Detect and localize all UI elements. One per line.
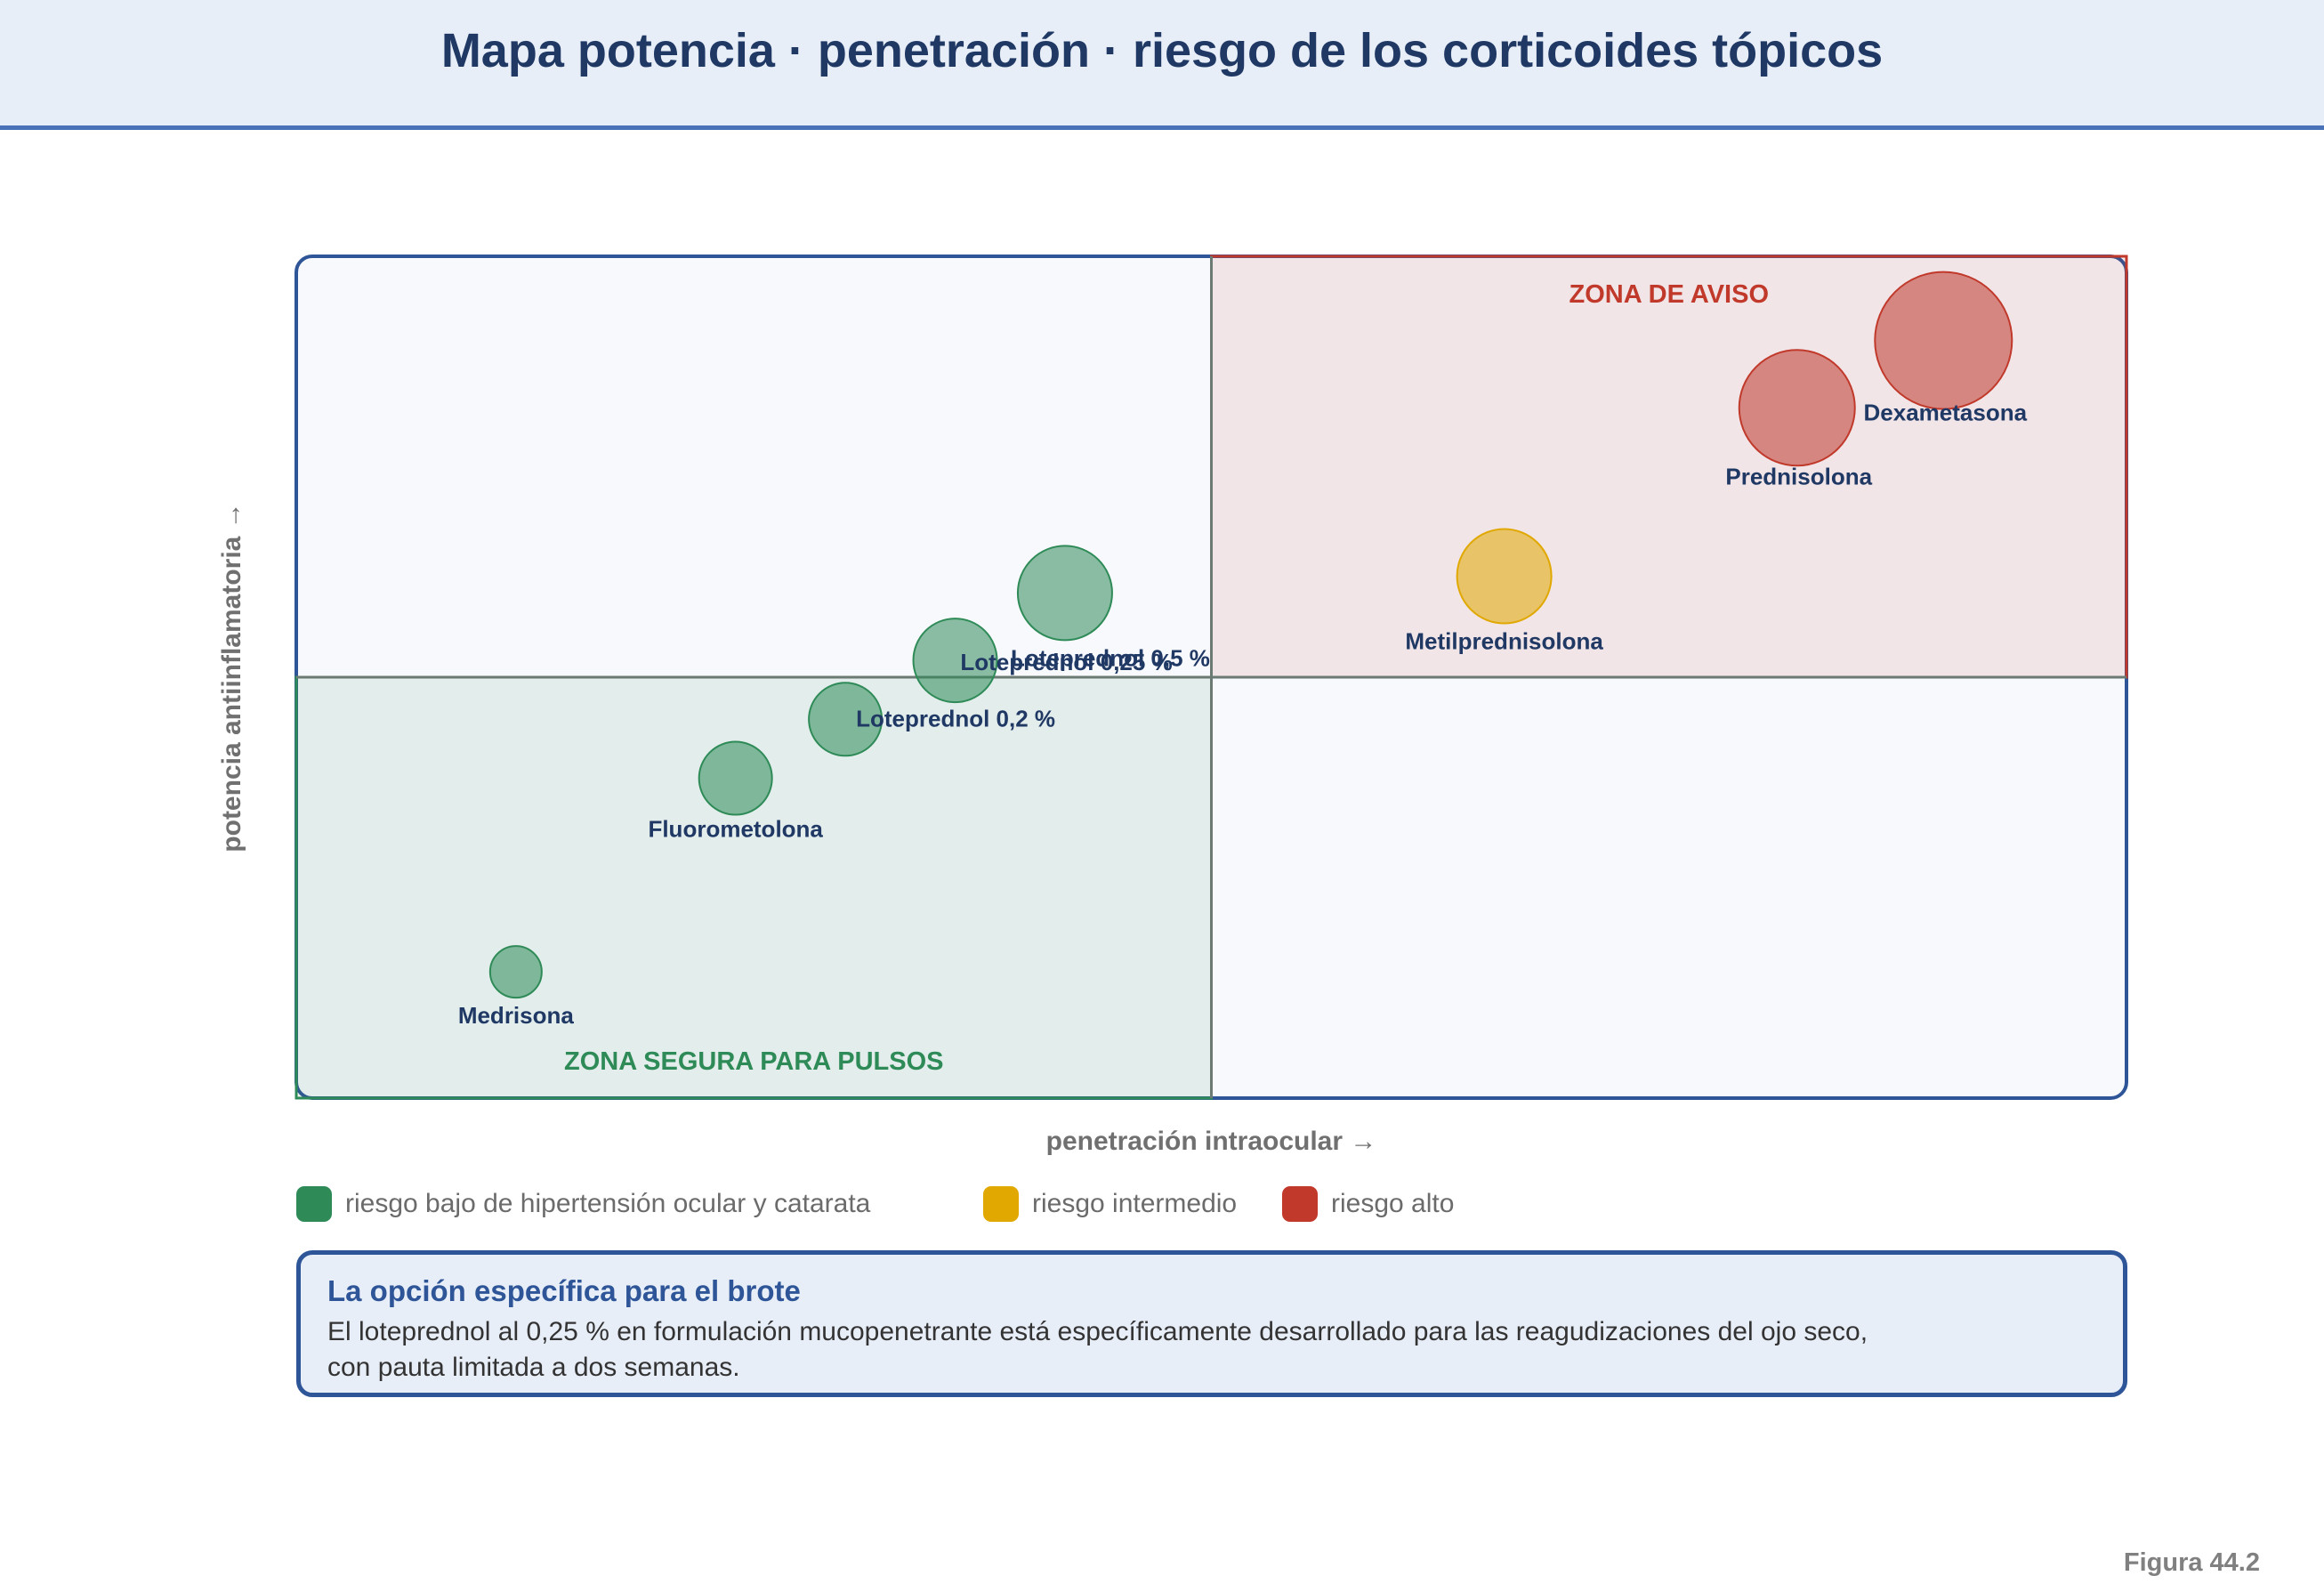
page-title: Mapa potencia · penetración · riesgo de … (440, 24, 1884, 77)
note-box: La opción específica para el brote El lo… (296, 1250, 2127, 1397)
legend-label-high: riesgo alto (1331, 1189, 1455, 1218)
legend-label-mid: riesgo intermedio (1032, 1189, 1238, 1218)
zone-label-1: ZONA DE AVISO (1570, 280, 1770, 309)
bubble-6 (1456, 528, 1553, 625)
legend-item-low: riesgo bajo de hipertensión ocular y cat… (296, 1186, 870, 1222)
bubble-label-3: Loteprednol 0,2 % (856, 705, 1055, 731)
bubble-1 (488, 945, 543, 999)
bubble-4 (912, 618, 998, 704)
legend-label-low: riesgo bajo de hipertensión ocular y cat… (345, 1189, 871, 1218)
note-body: El loteprednol al 0,25 % en formulación … (327, 1314, 2107, 1386)
legend-swatch-mid (983, 1186, 1019, 1222)
bubble-2 (698, 740, 773, 816)
bubble-5 (1016, 545, 1113, 642)
legend-swatch-high (1282, 1186, 1318, 1222)
bubble-label-5: Loteprednol 0,5 % (1011, 644, 1210, 671)
bubble-7 (1738, 349, 1856, 467)
legend-item-mid: riesgo intermedio (983, 1186, 1237, 1222)
bubble-label-1: Medrisona (458, 1002, 575, 1029)
bubble-label-7: Prednisolona (1725, 463, 1872, 489)
zone-label-2: ZONA SEGURA PARA PULSOS (564, 1047, 943, 1076)
bubble-label-4: Loteprednol 0,25 % (960, 649, 1172, 675)
bubble-label-8: Dexametasona (1864, 400, 2028, 426)
bubble-3 (808, 682, 884, 757)
figure-label: Figura 44.2 (2123, 1548, 2260, 1577)
bubble-label-6: Metilprednisolona (1405, 627, 1603, 654)
note-body-line-1: El loteprednol al 0,25 % en formulación … (327, 1317, 1868, 1346)
header-bar: Mapa potencia · penetración · riesgo de … (0, 0, 2324, 130)
legend-item-high: riesgo alto (1282, 1186, 1454, 1222)
bubble-8 (1874, 271, 2013, 410)
zone-2 (295, 675, 1213, 1100)
x-axis-label: penetración intraocular → (1046, 1127, 1377, 1156)
bubble-label-2: Fluorometolona (648, 816, 823, 843)
y-axis-label: potencia antiinflamatoria → (217, 502, 246, 852)
legend-swatch-low (296, 1186, 332, 1222)
note-body-line-2: con pauta limitada a dos semanas. (327, 1353, 740, 1382)
note-title: La opción específica para el brote (327, 1274, 801, 1307)
